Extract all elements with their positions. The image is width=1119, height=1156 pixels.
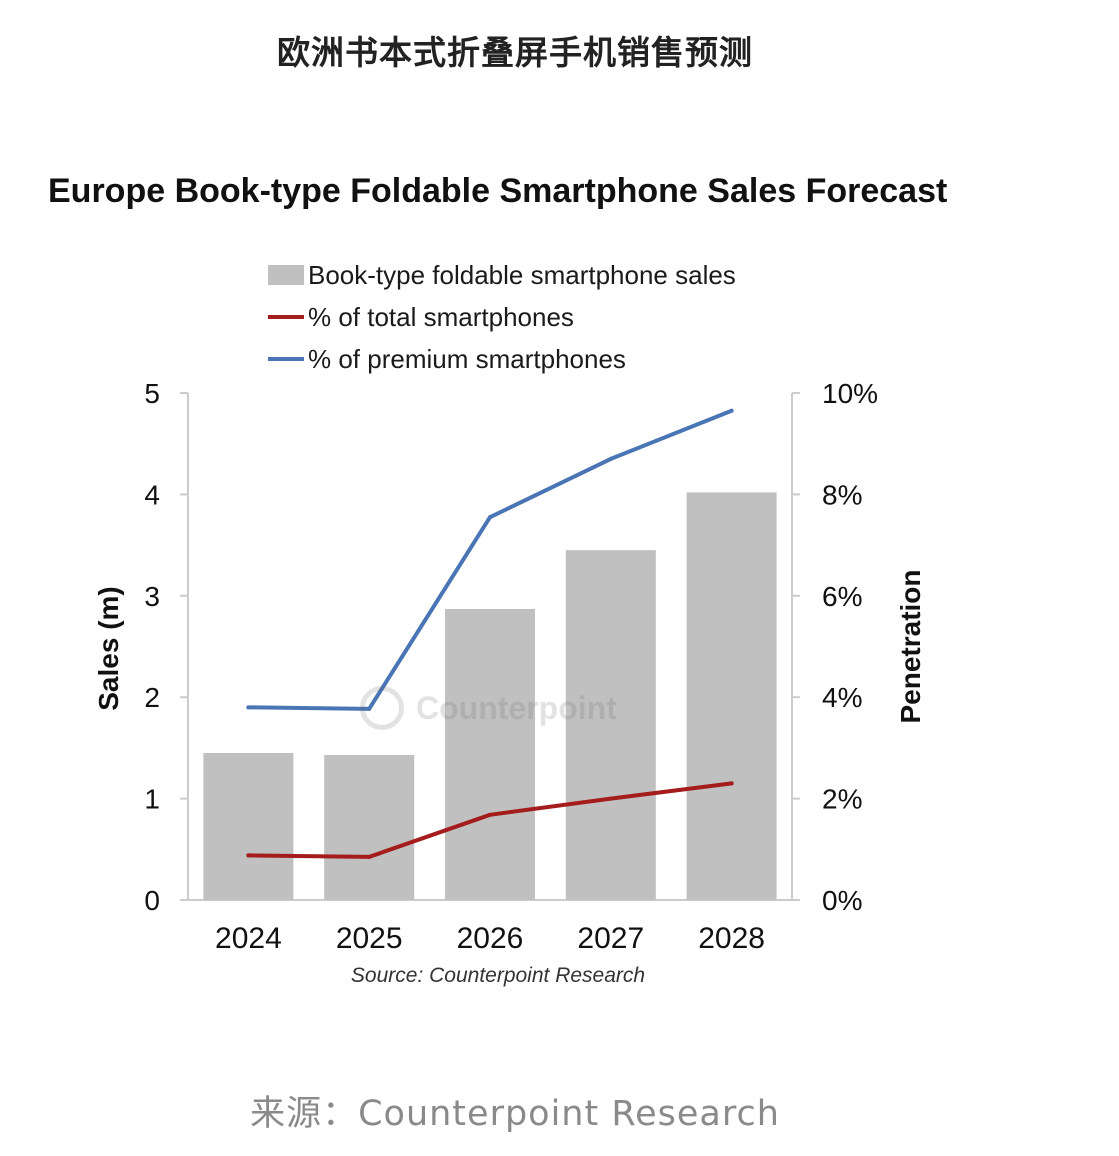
legend-label-sales: Book-type foldable smartphone sales xyxy=(308,259,736,290)
legend-swatch-bar xyxy=(268,265,304,285)
legend-item-total: % of total smartphones xyxy=(268,296,736,338)
y-left-tick-label: 2 xyxy=(144,682,160,713)
y-left-tick-label: 3 xyxy=(144,581,160,612)
watermark-text: Counterpoint xyxy=(416,689,617,726)
y-right-tick-label: 10% xyxy=(822,378,878,409)
point-premium-smartphones xyxy=(608,456,613,461)
bar-2028 xyxy=(686,492,777,900)
x-tick-label: 2025 xyxy=(336,922,403,955)
x-tick-label: 2028 xyxy=(698,922,765,955)
watermark: Counterpoint xyxy=(360,686,617,730)
y-right-tick-label: 2% xyxy=(822,784,862,815)
point-total-smartphones xyxy=(488,812,492,817)
y-left-tick-label: 4 xyxy=(144,479,160,510)
point-total-smartphones xyxy=(608,796,613,801)
point-total-smartphones xyxy=(246,853,251,858)
bar-2027 xyxy=(565,550,656,900)
y-left-tick-label: 5 xyxy=(144,378,160,409)
x-tick-label: 2026 xyxy=(457,922,524,955)
y-right-axis-title: Penetration xyxy=(895,569,926,723)
legend-label-premium: % of premium smartphones xyxy=(308,343,626,374)
y-right-tick-label: 4% xyxy=(822,682,862,713)
y-left-axis-title: Sales (m) xyxy=(93,586,124,711)
point-premium-smartphones xyxy=(488,515,492,520)
legend-label-total: % of total smartphones xyxy=(308,301,574,332)
legend-item-sales: Book-type foldable smartphone sales xyxy=(268,254,736,296)
x-tick-label: 2024 xyxy=(215,922,282,955)
chart-title: Europe Book-type Foldable Smartphone Sal… xyxy=(48,172,948,210)
chart-legend: Book-type foldable smartphone sales % of… xyxy=(268,254,736,380)
point-premium-smartphones xyxy=(729,408,734,413)
y-left-tick-label: 1 xyxy=(144,784,160,815)
source-caption: 来源：Counterpoint Research xyxy=(250,1094,780,1134)
y-right-tick-label: 8% xyxy=(822,479,862,510)
point-total-smartphones xyxy=(367,854,372,859)
bar-2024 xyxy=(203,752,294,900)
bar-2025 xyxy=(324,754,415,900)
x-tick-label: 2027 xyxy=(577,922,644,955)
y-right-tick-label: 6% xyxy=(822,581,862,612)
legend-swatch-premium-line xyxy=(268,357,304,361)
point-total-smartphones xyxy=(729,781,734,786)
y-left-tick-label: 0 xyxy=(144,885,160,916)
point-premium-smartphones xyxy=(246,705,251,710)
chart-source: Source: Counterpoint Research xyxy=(351,964,645,987)
watermark-logo-icon xyxy=(360,686,404,730)
legend-item-premium: % of premium smartphones xyxy=(268,338,736,380)
y-right-tick-label: 0% xyxy=(822,885,862,916)
bar-2026 xyxy=(445,608,535,900)
legend-swatch-total-line xyxy=(268,315,304,319)
page-title: 欧洲书本式折叠屏手机销售预测 xyxy=(277,33,753,72)
